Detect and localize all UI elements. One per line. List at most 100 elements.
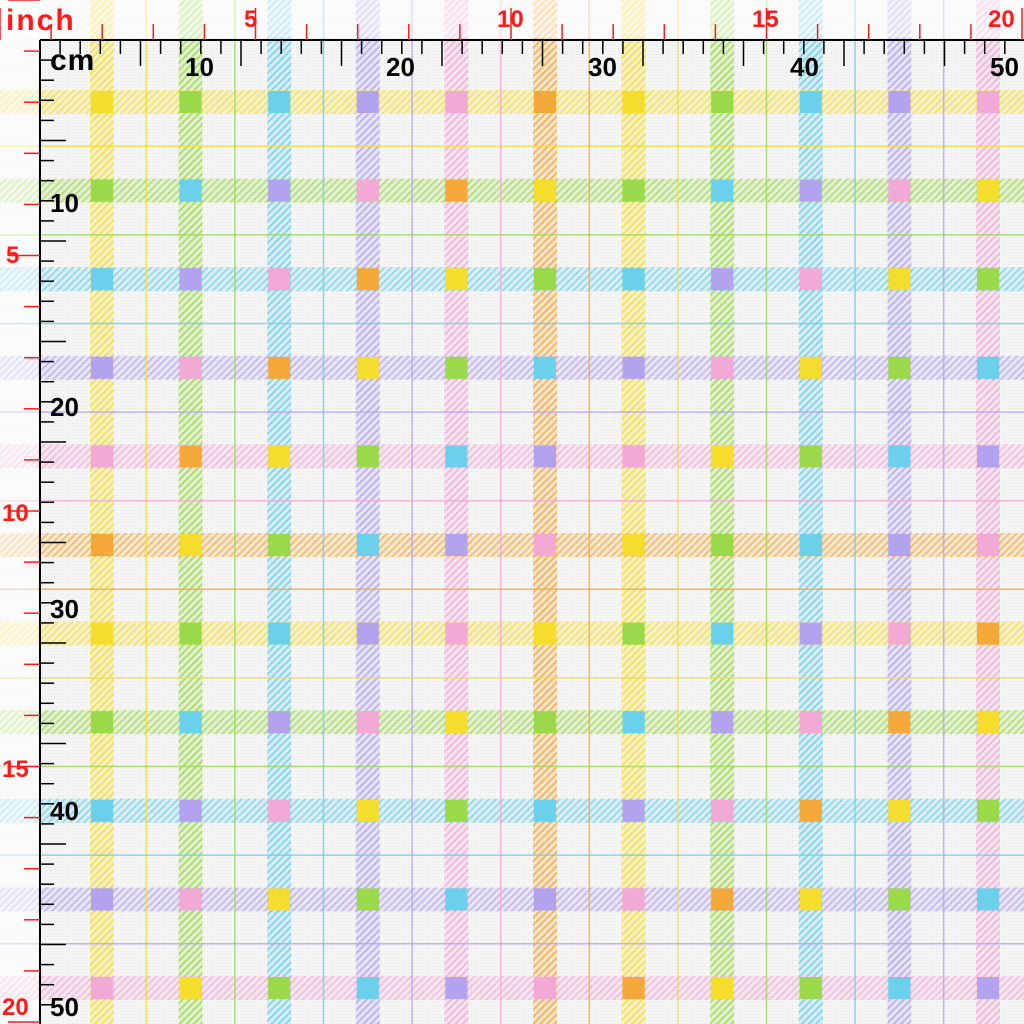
cm-unit-label: cm xyxy=(50,44,96,77)
plaid-square xyxy=(799,534,822,556)
ruler-left-cm-label: 10 xyxy=(50,188,79,218)
plaid-square xyxy=(888,799,911,822)
plaid-square xyxy=(91,711,113,734)
plaid-square xyxy=(268,179,291,202)
plaid-square xyxy=(534,268,556,291)
vertical-stripe-green xyxy=(178,0,203,1024)
plaid-square xyxy=(445,622,468,645)
plaid-square xyxy=(179,445,202,468)
vertical-stripe-yellow xyxy=(90,0,114,1024)
plaid-square xyxy=(445,888,468,911)
plaid-square xyxy=(445,534,468,556)
vertical-stripe-green xyxy=(710,0,735,1024)
plaid-square xyxy=(445,445,468,468)
plaid-square xyxy=(445,356,468,379)
vertical-stripe-purple xyxy=(887,0,912,1024)
plaid-square xyxy=(179,888,202,911)
plaid-square xyxy=(711,356,734,379)
plaid-square xyxy=(888,268,911,291)
ruler-left-cm-label: 50 xyxy=(50,992,79,1022)
plaid-square xyxy=(91,179,113,202)
plaid-square xyxy=(622,534,645,556)
plaid-square xyxy=(268,799,291,822)
plaid-square xyxy=(888,356,911,379)
plaid-square xyxy=(91,622,113,645)
horizontal-stripe-pink xyxy=(0,976,1024,1000)
plaid-square xyxy=(888,977,911,999)
plaid-square xyxy=(622,179,645,202)
ruler-left-inch-label: 5 xyxy=(6,242,20,269)
plaid-square xyxy=(534,534,556,556)
plaid-square xyxy=(534,711,556,734)
plaid-square xyxy=(977,711,999,734)
plaid-square xyxy=(91,534,113,556)
plaid-square xyxy=(799,888,822,911)
plaid-square xyxy=(534,179,556,202)
plaid-square xyxy=(799,445,822,468)
plaid-square xyxy=(622,356,645,379)
ruler-left-inch-label: 15 xyxy=(2,756,29,783)
plaid-square xyxy=(445,268,468,291)
plaid-square xyxy=(622,268,645,291)
plaid-square xyxy=(445,179,468,202)
horizontal-stripe-yellow xyxy=(0,621,1024,646)
vertical-stripe-purple xyxy=(355,0,380,1024)
ruler-top-inch-label: 15 xyxy=(752,6,779,33)
plaid-square xyxy=(534,977,556,999)
plaid-square xyxy=(977,888,999,911)
plaid-square xyxy=(711,445,734,468)
plaid-square xyxy=(268,445,291,468)
vertical-stripe-pink xyxy=(976,0,1000,1024)
plaid-square xyxy=(622,711,645,734)
plaid-square xyxy=(356,977,379,999)
plaid-square xyxy=(268,977,291,999)
plaid-square xyxy=(711,91,734,113)
plaid-square xyxy=(977,977,999,999)
plaid-square xyxy=(179,268,202,291)
plaid-square xyxy=(179,799,202,822)
plaid-square xyxy=(91,888,113,911)
plaid-square xyxy=(711,977,734,999)
plaid-square xyxy=(268,711,291,734)
plaid-square xyxy=(445,91,468,113)
plaid-square xyxy=(445,977,468,999)
plaid-square xyxy=(356,711,379,734)
horizontal-stripe-green xyxy=(0,710,1024,735)
ruler-top-cm-label: 30 xyxy=(588,52,617,82)
horizontal-stripe-yellow xyxy=(0,90,1024,114)
ruler-left-cm-label: 40 xyxy=(50,796,79,826)
plaid-square xyxy=(534,91,556,113)
plaid-square xyxy=(91,268,113,291)
plaid-square xyxy=(268,356,291,379)
plaid-square xyxy=(622,91,645,113)
plaid-square xyxy=(268,534,291,556)
plaid-square xyxy=(888,179,911,202)
plaid-square xyxy=(888,534,911,556)
plaid-square xyxy=(179,977,202,999)
horizontal-stripe-blue xyxy=(0,798,1024,823)
plaid-square xyxy=(888,711,911,734)
ruler-left-band xyxy=(0,0,38,1024)
plaid-square xyxy=(356,445,379,468)
plaid-square xyxy=(799,622,822,645)
ruler-top-cm-label: 50 xyxy=(990,52,1019,82)
plaid-square xyxy=(445,711,468,734)
plaid-square xyxy=(534,356,556,379)
plaid-square xyxy=(534,888,556,911)
ruler-left-inch-label: 20 xyxy=(2,994,29,1021)
plaid-square xyxy=(977,534,999,556)
plaid-square xyxy=(888,888,911,911)
plaid-square xyxy=(888,91,911,113)
plaid-square xyxy=(977,91,999,113)
ruler-top-cm-label: 40 xyxy=(790,52,819,82)
plaid-square xyxy=(711,534,734,556)
plaid-square xyxy=(179,356,202,379)
plaid-square xyxy=(91,356,113,379)
plaid-square xyxy=(534,445,556,468)
ruler-left-inch-label: 10 xyxy=(2,500,29,527)
horizontal-stripe-purple xyxy=(0,355,1024,380)
